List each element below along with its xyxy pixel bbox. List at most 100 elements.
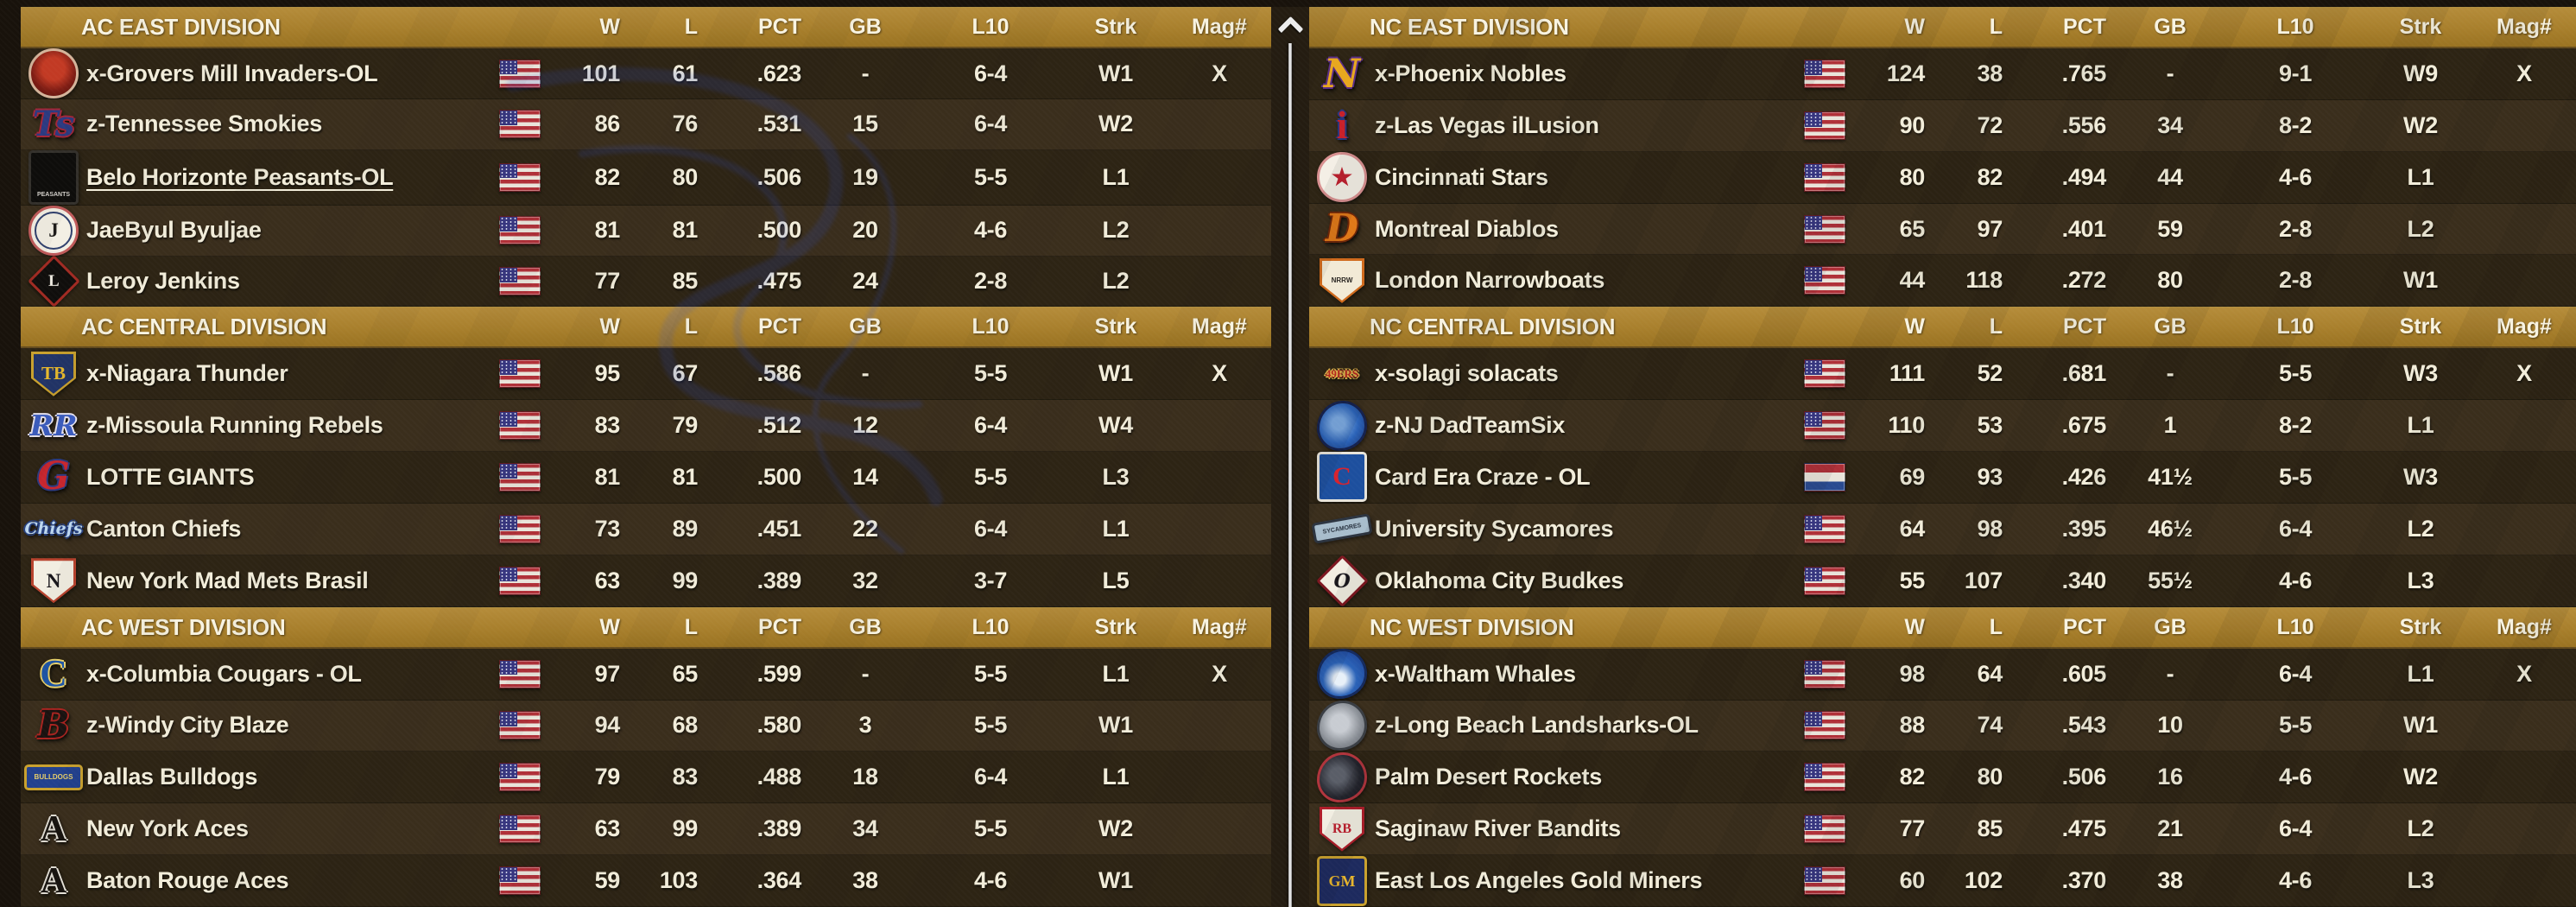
team-row[interactable]: x-Waltham Whales 98 64 .605 - 6-4 L1 X <box>1309 648 2576 701</box>
team-logo-cell: O <box>1309 554 1375 607</box>
logo-monogram: Chiefs <box>24 518 83 538</box>
division-header: NC WEST DIVISION W L PCT GB L10 Strk Mag# <box>1309 606 2576 649</box>
team-row[interactable]: BULLDOGS Dallas Bulldogs 79 83 .488 18 6-4 L1 <box>21 752 1271 804</box>
scrollbar-thumb[interactable] <box>1288 43 1292 907</box>
team-name-link[interactable]: x-Phoenix Nobles <box>1375 60 1566 86</box>
team-row[interactable]: A Baton Rouge Aces 59 103 .364 38 4-6 W1 <box>21 855 1271 907</box>
stat-gb: 38 <box>852 867 878 894</box>
team-row[interactable]: PEASANTS Belo Horizonte Peasants-OL 82 80 .5… <box>21 149 1271 206</box>
team-name-link[interactable]: z-Las Vegas ilLusion <box>1375 111 1599 138</box>
team-name-link[interactable]: x-Niagara Thunder <box>86 360 288 387</box>
team-row[interactable]: z-Long Beach Landsharks-OL 88 74 .543 10 5-5 W… <box>1309 700 2576 752</box>
team-name-link[interactable]: Leroy Jenkins <box>86 268 240 294</box>
team-name-link[interactable]: Cincinnati Stars <box>1375 163 1548 190</box>
team-name-link[interactable]: x-solagi solacats <box>1375 360 1559 387</box>
team-name-link[interactable]: New York Aces <box>86 815 249 842</box>
team-name-link[interactable]: Belo Horizonte Peasants-OL <box>86 163 394 190</box>
team-row[interactable]: NRRW London Narrowboats 44 118 .272 80 2-8 W1 <box>1309 255 2576 308</box>
team-row[interactable]: ★ Cincinnati Stars 80 82 .494 44 4-6 L1 <box>1309 151 2576 204</box>
stat-l10: 3-7 <box>973 567 1008 593</box>
stat-l10: 6-4 <box>973 111 1008 137</box>
team-row[interactable]: G LOTTE GIANTS 81 81 .500 14 5-5 L3 <box>21 452 1271 504</box>
team-name-link[interactable]: Montreal Diablos <box>1375 215 1559 242</box>
team-name-link[interactable]: East Los Angeles Gold Miners <box>1375 867 1703 894</box>
division-title: NC WEST DIVISION <box>1370 613 1574 640</box>
team-name-link[interactable]: z-NJ DadTeamSix <box>1375 412 1566 439</box>
team-name-link[interactable]: LOTTE GIANTS <box>86 463 255 490</box>
team-row[interactable]: J JaeByul Byuljae 81 81 .500 20 4-6 L2 <box>21 205 1271 257</box>
team-row[interactable]: N New York Mad Mets Brasil 63 99 .389 32 3-7 L5 <box>21 555 1271 607</box>
stat-strk: W2 <box>1098 815 1133 842</box>
column-header-l: L <box>684 15 698 39</box>
panel-scrollbar[interactable] <box>1271 7 1309 907</box>
team-name-link[interactable]: x-Waltham Whales <box>1375 660 1576 687</box>
team-name-link[interactable]: x-Grovers Mill Invaders-OL <box>86 60 378 86</box>
team-name-link[interactable]: Baton Rouge Aces <box>86 867 289 894</box>
division-header: AC WEST DIVISION W L PCT GB L10 Strk Mag# <box>21 606 1271 649</box>
scroll-up-button[interactable] <box>1271 7 1309 43</box>
stat-strk: L1 <box>2407 163 2434 190</box>
division-ac-central-division: AC CENTRAL DIVISION W L PCT GB L10 Strk Mag# TB x… <box>21 307 1271 607</box>
team-name-link[interactable]: Palm Desert Rockets <box>1375 764 1602 790</box>
team-row[interactable]: 49ERS x-solagi solacats 111 52 .681 - 5-5 W3 X <box>1309 348 2576 401</box>
team-name-link[interactable]: z-Tennessee Smokies <box>86 111 322 137</box>
team-row[interactable]: A New York Aces 63 99 .389 34 5-5 W2 <box>21 803 1271 856</box>
team-logo: TB <box>31 351 76 396</box>
team-name-link[interactable]: London Narrowboats <box>1375 267 1605 294</box>
team-name-link[interactable]: University Sycamores <box>1375 515 1614 542</box>
team-logo: GM <box>1317 855 1367 906</box>
team-logo: C <box>28 651 79 696</box>
team-row[interactable]: RR z-Missoula Running Rebels 83 79 .512 12 6-4… <box>21 400 1271 453</box>
stat-gb: 10 <box>2157 712 2183 739</box>
team-name-link[interactable]: Oklahoma City Budkes <box>1375 567 1624 593</box>
team-row[interactable]: TB x-Niagara Thunder 95 67 .586 - 5-5 W1 X <box>21 348 1271 401</box>
team-name-link[interactable]: z-Windy City Blaze <box>86 712 289 739</box>
team-row[interactable]: RB Saginaw River Bandits 77 85 .475 21 6-4 L2 <box>1309 803 2576 856</box>
team-row[interactable]: i z-Las Vegas ilLusion 90 72 .556 34 8-2 W2 <box>1309 99 2576 152</box>
stat-gb: 21 <box>2157 815 2183 842</box>
team-name-link[interactable]: z-Long Beach Landsharks-OL <box>1375 712 1699 739</box>
stat-l10: 5-5 <box>973 815 1008 842</box>
team-name-link[interactable]: Dallas Bulldogs <box>86 764 258 790</box>
team-name-link[interactable]: x-Columbia Cougars - OL <box>86 660 362 687</box>
column-header-l: L <box>684 614 698 639</box>
team-logo: D <box>1316 206 1368 251</box>
team-logo: SYCAMORES <box>1311 513 1373 545</box>
team-row[interactable]: SYCAMORES University Sycamores 64 98 .395 46½… <box>1309 503 2576 555</box>
stat-l: 85 <box>672 268 699 294</box>
team-name-link[interactable]: Card Era Craze - OL <box>1375 463 1591 490</box>
stat-strk: W1 <box>1098 867 1133 894</box>
team-name-link[interactable]: Canton Chiefs <box>86 515 242 542</box>
team-logo-cell: RR <box>21 400 86 451</box>
stat-strk: W9 <box>2403 60 2438 86</box>
team-name-link[interactable]: Saginaw River Bandits <box>1375 815 1621 842</box>
team-name-link[interactable]: z-Missoula Running Rebels <box>86 412 383 439</box>
stat-l10: 2-8 <box>2278 215 2313 242</box>
column-header-gb: GB <box>849 15 882 39</box>
team-row[interactable]: GM East Los Angeles Gold Miners 60 102 .370 3… <box>1309 855 2576 907</box>
stat-l: 93 <box>1977 463 2003 490</box>
stat-pct: .506 <box>756 163 802 190</box>
team-row[interactable]: O Oklahoma City Budkes 55 107 .340 55½ 4-6 L3 <box>1309 554 2576 607</box>
country-flag-usa <box>499 815 541 844</box>
team-row[interactable]: x-Grovers Mill Invaders-OL 101 61 .623 - 6-4 W… <box>21 48 1271 99</box>
team-name-link[interactable]: JaeByul Byuljae <box>86 217 262 244</box>
team-name-link[interactable]: New York Mad Mets Brasil <box>86 567 369 593</box>
team-row[interactable]: L Leroy Jenkins 77 85 .475 24 2-8 L2 <box>21 255 1271 308</box>
team-row[interactable]: D Montreal Diablos 65 97 .401 59 2-8 L2 <box>1309 203 2576 256</box>
team-row[interactable]: z-NJ DadTeamSix 110 53 .675 1 8-2 L1 <box>1309 400 2576 453</box>
country-flag-usa <box>499 59 541 88</box>
team-row[interactable]: Chiefs Canton Chiefs 73 89 .451 22 6-4 L1 <box>21 503 1271 555</box>
stat-l10: 5-5 <box>973 463 1008 490</box>
stat-strk: L1 <box>1102 764 1130 790</box>
stat-l: 64 <box>1977 660 2003 687</box>
team-logo-cell: RB <box>1309 803 1375 854</box>
team-row[interactable]: Ts z-Tennessee Smokies 86 76 .531 15 6-4 W2 <box>21 99 1271 150</box>
team-row[interactable]: C Card Era Craze - OL 69 93 .426 41½ 5-5 W3 <box>1309 452 2576 504</box>
flag-canton <box>500 111 518 126</box>
stat-w: 81 <box>594 463 621 490</box>
team-row[interactable]: Palm Desert Rockets 82 80 .506 16 4-6 W2 <box>1309 752 2576 804</box>
